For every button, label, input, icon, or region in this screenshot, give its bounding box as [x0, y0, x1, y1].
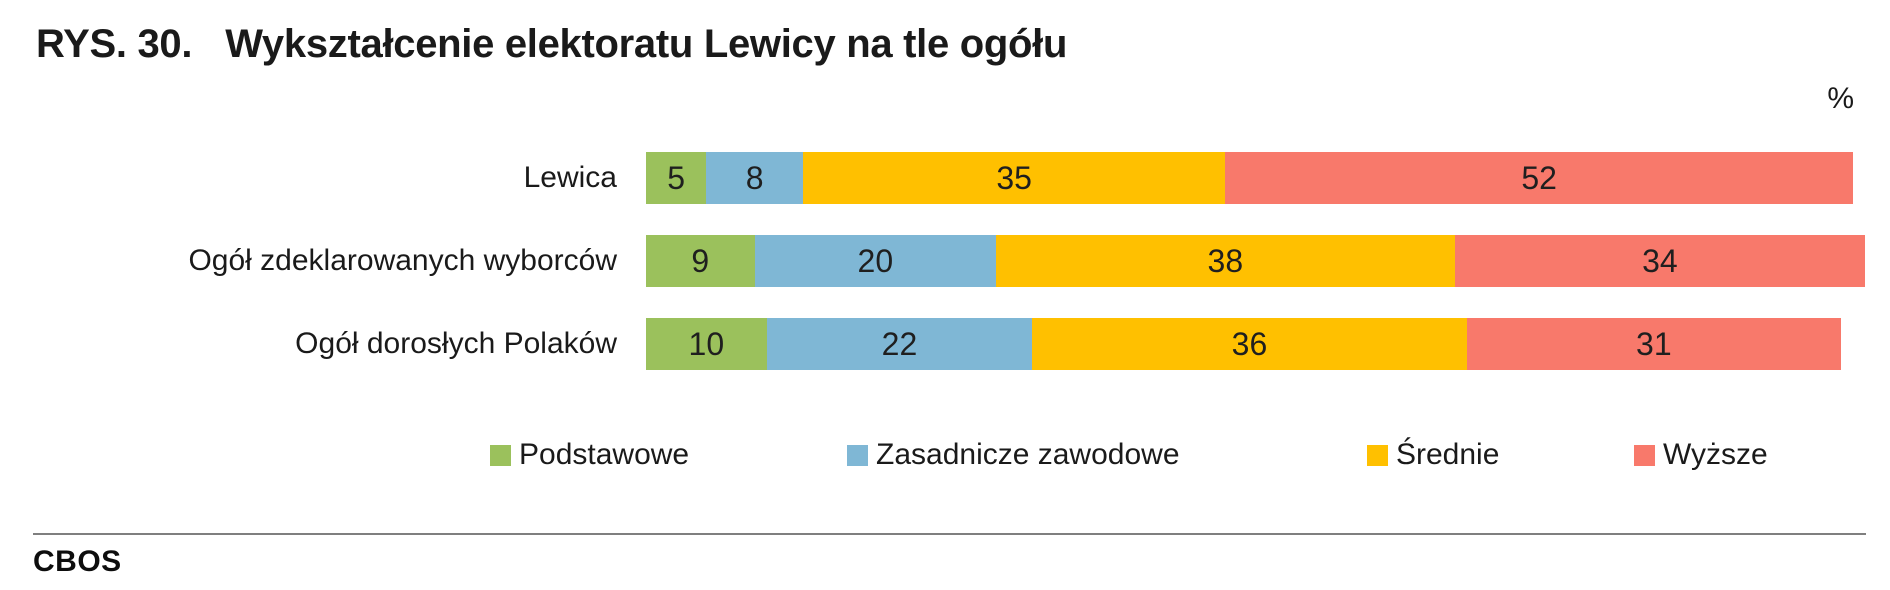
bar-row: Lewica 5 8 35 52 [0, 152, 1890, 204]
bar-segment: 20 [754, 235, 997, 287]
bar-segment: 52 [1225, 152, 1853, 204]
segment-value-label: 52 [1521, 159, 1557, 196]
legend: Podstawowe Zasadnicze zawodowe Średnie Wyżs… [0, 438, 1890, 472]
category-label: Ogół dorosłych Polaków [295, 327, 617, 360]
legend-label: Zasadnicze zawodowe [876, 438, 1180, 471]
segment-value-label: 38 [1207, 242, 1244, 279]
bar-segment: 34 [1454, 235, 1866, 287]
stacked-bar: 10 22 36 31 [646, 318, 1841, 370]
bar-row: Ogół dorosłych Polaków 10 22 36 31 [0, 318, 1890, 370]
segment-value-label: 9 [691, 242, 710, 279]
legend-swatch-icon [1367, 444, 1388, 466]
percent-unit-label: % [1827, 82, 1854, 115]
bar-segment: 38 [996, 235, 1455, 287]
legend-swatch-icon [1634, 444, 1655, 466]
stacked-bar: 5 8 35 52 [646, 152, 1853, 204]
legend-item: Podstawowe [490, 438, 689, 472]
category-label: Ogół zdeklarowanych wyborców [188, 244, 617, 277]
cbos-logo: CBOS [33, 545, 122, 578]
stacked-bar: 9 20 38 34 [646, 235, 1866, 287]
bar-segment: 5 [646, 152, 707, 204]
bar-segment: 10 [646, 318, 767, 370]
legend-swatch-icon [490, 444, 511, 466]
segment-value-label: 34 [1642, 242, 1678, 279]
bar-segment: 8 [706, 152, 803, 204]
segment-value-label: 10 [688, 325, 725, 362]
category-label: Lewica [523, 161, 617, 194]
legend-item: Średnie [1367, 438, 1499, 472]
segment-value-label: 31 [1636, 325, 1672, 362]
bar-segment: 35 [802, 152, 1226, 204]
segment-value-label: 36 [1231, 325, 1268, 362]
figure-title: RYS. 30. Wykształcenie elektoratu Lewicy … [36, 22, 1067, 67]
segment-value-label: 8 [745, 159, 764, 196]
segment-value-label: 22 [881, 325, 918, 362]
legend-label: Średnie [1396, 438, 1500, 471]
bar-segment: 31 [1466, 318, 1841, 370]
legend-item: Wyższe [1634, 438, 1768, 472]
legend-swatch-icon [847, 444, 868, 466]
legend-label: Wyższe [1663, 438, 1768, 471]
bar-segment: 36 [1032, 318, 1467, 370]
figure-title-text: Wykształcenie elektoratu Lewicy na tle o… [225, 22, 1068, 66]
segment-value-label: 5 [667, 159, 686, 196]
bar-segment: 22 [766, 318, 1033, 370]
legend-label: Podstawowe [519, 438, 690, 471]
figure-number: RYS. 30. [36, 22, 193, 66]
legend-item: Zasadnicze zawodowe [847, 438, 1180, 472]
footer-divider [33, 533, 1866, 535]
segment-value-label: 35 [996, 159, 1032, 196]
bar-segment: 9 [646, 235, 755, 287]
bar-row: Ogół zdeklarowanych wyborców 9 20 38 34 [0, 235, 1890, 287]
segment-value-label: 20 [857, 242, 894, 279]
